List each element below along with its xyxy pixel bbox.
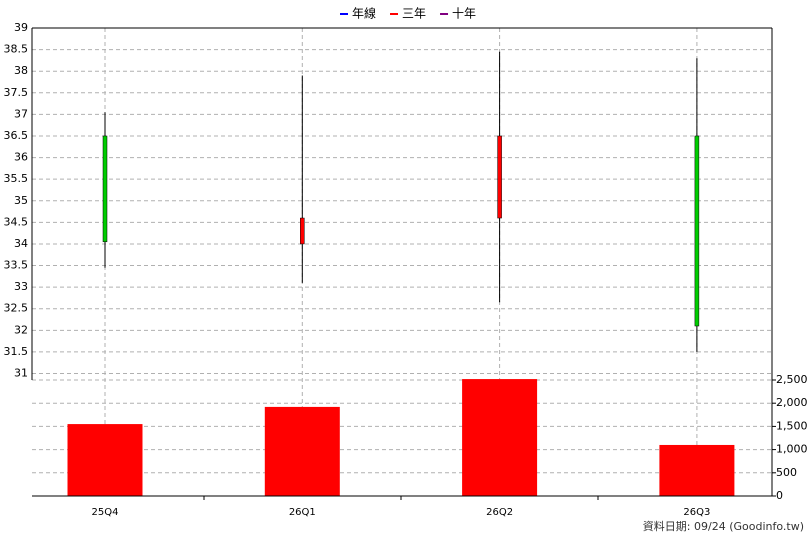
y-tick-label: 34 <box>14 237 28 250</box>
y-tick-label: 37 <box>14 107 28 120</box>
candle-body <box>497 135 502 219</box>
y-tick-label: 31.5 <box>4 345 29 358</box>
y-tick-label: 37.5 <box>4 86 29 99</box>
volume-bar <box>67 424 143 496</box>
candle-body <box>300 217 305 245</box>
legend-label: 十年 <box>452 7 476 21</box>
y2-tick-label: 1,000 <box>776 443 808 456</box>
y2-tick-label: 0 <box>776 489 783 502</box>
y-tick-label: 36 <box>14 151 28 164</box>
y-tick-label: 35.5 <box>4 172 29 185</box>
y-tick-label: 38.5 <box>4 43 29 56</box>
x-tick-label: 26Q2 <box>486 507 513 518</box>
legend-label: 年線 <box>352 6 376 21</box>
x-tick-label: 26Q3 <box>683 507 710 518</box>
y2-tick-label: 1,500 <box>776 419 808 432</box>
volume-bar <box>264 406 340 496</box>
y-tick-label: 35 <box>14 194 28 207</box>
y-tick-label: 32.5 <box>4 302 29 315</box>
y-tick-label: 33 <box>14 280 28 293</box>
y-tick-label: 32 <box>14 323 28 336</box>
y2-tick-label: 2,500 <box>776 373 808 386</box>
x-tick-label: 25Q4 <box>92 507 119 518</box>
y-tick-label: 38 <box>14 64 28 77</box>
legend-label: 三年 <box>402 7 426 21</box>
volume-bar <box>659 444 735 496</box>
candle-body <box>102 135 108 243</box>
y2-tick-label: 2,000 <box>776 396 808 409</box>
y-tick-label: 39 <box>14 21 28 34</box>
y-tick-label: 34.5 <box>4 215 29 228</box>
volume-bar <box>462 379 538 496</box>
footer: 資料日期: 09/24 (Goodinfo.tw) <box>643 519 804 533</box>
x-tick-label: 26Q1 <box>289 507 316 518</box>
y-tick-label: 33.5 <box>4 259 29 272</box>
y-tick-label: 31 <box>14 367 28 380</box>
candle-body <box>694 135 700 327</box>
y2-tick-label: 500 <box>776 466 797 479</box>
y-tick-label: 36.5 <box>4 129 29 142</box>
